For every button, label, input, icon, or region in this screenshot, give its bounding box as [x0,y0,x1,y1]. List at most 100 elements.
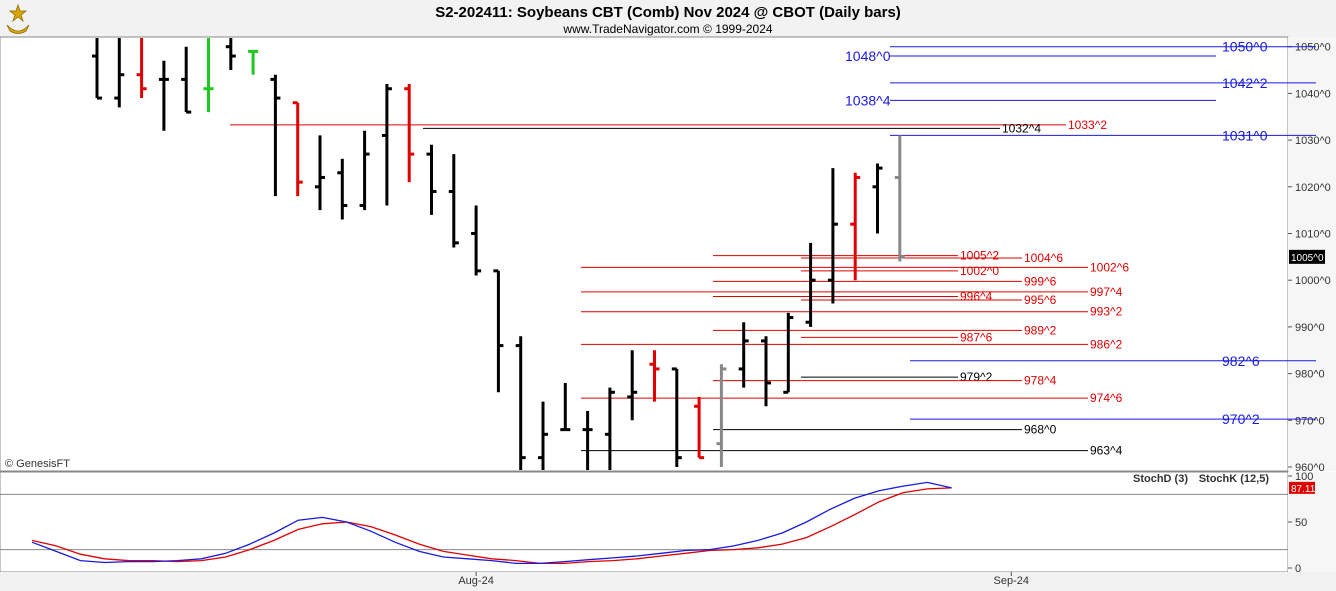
ohlc-bar [426,144,437,215]
level-label: 1004^6 [1024,251,1063,265]
ohlc-bar [404,84,415,183]
stochastic-tick-label: 100 [1295,471,1313,483]
header-band [0,0,1336,37]
stochastic-last-label: 87.11 [1291,484,1316,495]
level-label: 982^6 [1222,353,1260,369]
level-label: 1038^4 [845,92,891,108]
level-label: 997^4 [1090,285,1123,299]
ohlc-bar [761,336,771,407]
ohlc-bar [872,163,883,234]
stochastic-series-line [31,487,952,565]
stochD-legend: StochD (3) [1133,473,1188,485]
ohlc-bar [850,172,861,281]
stochastic-series-line [31,481,952,565]
ohlc-bar [827,168,838,304]
price-tick-label: 980^0 [1295,369,1325,381]
stochastic-lines [0,481,1288,565]
ohlc-bar [671,367,682,467]
date-tick-label: Aug-24 [458,575,493,587]
level-label: 1002^6 [1090,260,1129,274]
price-tick-label: 1050^0 [1295,42,1331,54]
ohlc-bar [136,38,147,99]
ohlc-bar [158,60,169,131]
ohlc-bar [92,38,102,100]
ohlc-bar [203,38,214,113]
price-tick-label: 990^0 [1295,322,1325,334]
level-label: 974^6 [1090,391,1123,405]
level-label: 1002^0 [960,264,999,278]
ohlc-bar [894,135,905,262]
ohlc-bars [92,38,905,470]
level-label: 1048^0 [845,48,891,64]
level-label: 996^4 [960,290,993,304]
ohlc-bar [337,158,348,220]
chart-subtitle: www.TradeNavigator.com © 1999-2024 [562,22,772,36]
price-tick-label: 1000^0 [1295,275,1331,287]
support-resistance-levels: 1050^0 1048^0 1042^2 1038^4 1033^2 1032^4 1031… [230,39,1316,458]
level-label: 989^2 [1024,323,1057,337]
date-tick-label: Sep-24 [994,575,1029,587]
last-price-label: 1005^0 [1291,253,1324,264]
last-price-marker: 1005^0 [1289,249,1325,264]
ohlc-bar [381,84,392,206]
last-price-box [1289,249,1325,264]
level-label: 987^6 [960,330,993,344]
ohlc-bar [225,38,236,71]
chart-title: S2-202411: Soybeans CBT (Comb) Nov 2024 … [435,4,901,21]
price-tick-label: 1030^0 [1295,135,1331,147]
level-label: 968^0 [1024,423,1057,437]
stochastic-panel [0,471,1289,573]
level-label: 970^2 [1222,411,1260,427]
ohlc-bar [493,269,504,393]
ohlc-bar [627,350,638,421]
stochastic-last-box [1289,481,1315,494]
level-label: 978^4 [1024,374,1057,388]
level-label: 1005^2 [960,249,999,263]
level-label: 995^6 [1024,293,1057,307]
price-panel [0,36,1289,472]
date-axis-band [0,572,1336,591]
ohlc-bar [560,382,571,432]
level-label: 1050^0 [1222,39,1268,55]
ohlc-bar [359,130,370,211]
stochK-legend: StochK (12,5) [1199,473,1270,485]
ohlc-bar [471,205,482,276]
ohlc-bar [181,46,192,114]
price-axis: 960^0 970^0 980^0 990^0 1000^0 1010^0 1020^0 10… [1288,42,1331,474]
ohlc-bar [448,154,459,248]
price-tick-label: 1040^0 [1295,88,1331,100]
logo-icon [6,3,30,34]
price-tick-label: 960^0 [1295,462,1325,474]
watermark: © GenesisFT [5,458,70,470]
date-axis: Aug-24 Sep-24 [458,572,1029,587]
level-label: 999^6 [1024,274,1057,288]
ohlc-bar [538,401,548,470]
level-label: 1033^2 [1068,118,1107,132]
stochastic-tick-label: 50 [1295,517,1307,529]
level-label: 1042^2 [1222,75,1268,91]
ohlc-bar [114,38,125,108]
ohlc-bar [248,49,259,75]
level-label: 979^2 [960,370,993,384]
ohlc-bar [716,364,727,467]
price-tick-label: 1010^0 [1295,229,1331,241]
level-label: 1032^4 [1002,121,1041,135]
ohlc-bar [292,101,303,197]
ohlc-bar [694,396,705,460]
stochastic-tick-label: 0 [1295,563,1301,575]
ohlc-bar [783,312,794,394]
ohlc-bar [270,74,281,197]
price-tick-label: 970^0 [1295,415,1325,427]
ohlc-bar [649,350,660,402]
ohlc-bar [515,336,526,470]
level-label: 963^4 [1090,444,1123,458]
ohlc-bar [582,410,593,470]
level-label: 993^2 [1090,305,1123,319]
level-label: 1031^0 [1222,127,1268,143]
ohlc-bar [738,322,749,388]
level-label: 986^2 [1090,337,1123,351]
ohlc-bar [604,387,615,470]
ohlc-bar [805,242,816,327]
